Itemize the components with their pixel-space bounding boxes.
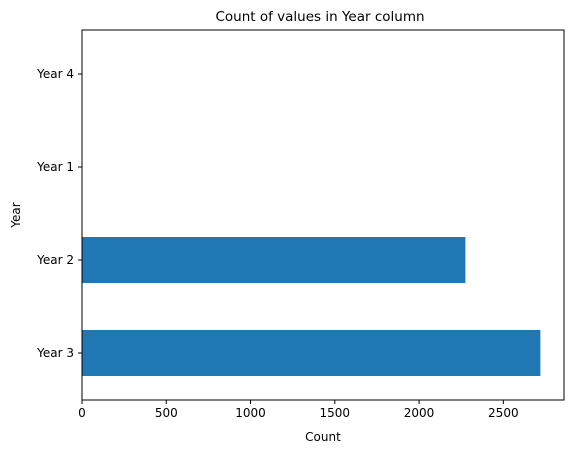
chart-title: Count of values in Year column <box>215 9 424 25</box>
x-axis-ticks: 0 500 1000 1500 2000 2500 <box>78 400 519 420</box>
x-tick-label: 1000 <box>235 406 266 420</box>
x-tick-label: 0 <box>78 406 86 420</box>
plot-frame <box>81 29 565 401</box>
x-axis-label: Count <box>305 430 341 444</box>
bar-year-2 <box>82 237 466 283</box>
x-tick-label: 2000 <box>404 406 435 420</box>
y-tick-label: Year 4 <box>36 67 74 81</box>
y-tick-label: Year 2 <box>36 253 74 267</box>
x-tick-label: 1500 <box>320 406 351 420</box>
y-axis-label: Year <box>9 202 23 228</box>
x-tick-label: 2500 <box>488 406 519 420</box>
x-tick-label: 500 <box>155 406 178 420</box>
y-tick-label: Year 1 <box>36 160 74 174</box>
bars-group <box>82 237 541 376</box>
bar-year-3 <box>82 330 541 376</box>
y-tick-label: Year 3 <box>36 346 74 360</box>
y-axis-ticks: Year 3 Year 2 Year 1 Year 4 <box>36 67 82 360</box>
